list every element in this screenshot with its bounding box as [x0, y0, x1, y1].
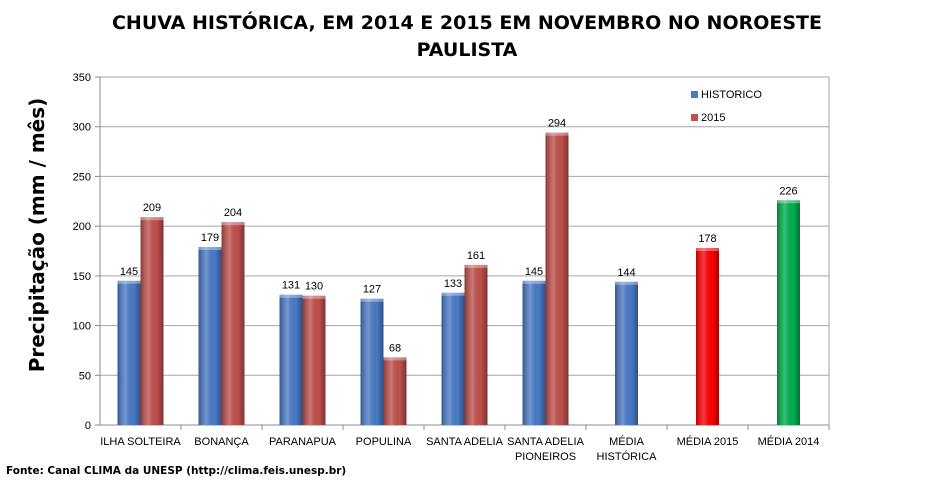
bar-top-highlight — [302, 295, 326, 299]
data-label: 179 — [201, 232, 219, 244]
bar-top-highlight — [198, 247, 222, 251]
bar-top-highlight — [221, 222, 245, 226]
x-category-label: BONANÇA — [194, 436, 249, 448]
bar-top-highlight — [522, 280, 546, 284]
bar-top-highlight — [279, 294, 303, 298]
data-label: 161 — [467, 250, 485, 262]
x-category-label: MÉDIA 2015 — [677, 435, 739, 448]
bar-shading — [221, 222, 245, 425]
bar-top-highlight — [140, 217, 164, 221]
bar-shading — [522, 280, 546, 425]
bar-shading — [545, 132, 569, 425]
bar-top-highlight — [545, 132, 569, 136]
x-category-label: SANTA ADELIA — [426, 436, 503, 448]
data-label: 178 — [698, 233, 716, 245]
y-tick-label: 350 — [73, 72, 91, 84]
x-category-label: ILHA SOLTEIRA — [100, 436, 181, 448]
bar-shading — [140, 217, 164, 425]
legend-label: 2015 — [701, 112, 725, 124]
y-tick-label: 150 — [73, 271, 91, 283]
bar-top-highlight — [441, 292, 465, 296]
data-label: 209 — [143, 202, 161, 214]
y-tick-label: 0 — [85, 420, 91, 432]
y-tick-label: 250 — [73, 171, 91, 183]
legend-swatch — [691, 91, 698, 98]
bar-shading — [696, 248, 719, 425]
y-axis-label: Precipitação (mm / mês) — [25, 98, 49, 373]
bar-top-highlight — [117, 280, 141, 284]
chart-title-line-1: CHUVA HISTÓRICA, EM 2014 E 2015 EM NOVEM… — [111, 12, 822, 34]
bar-shading — [198, 247, 222, 425]
data-label: 204 — [224, 207, 242, 219]
data-label: 145 — [525, 266, 543, 278]
x-category-label: MÉDIA 2014 — [758, 435, 820, 448]
bar-shading — [777, 200, 800, 425]
bar-shading — [464, 264, 488, 425]
chart-title-line-2: PAULISTA — [416, 39, 518, 61]
data-label: 133 — [444, 278, 462, 290]
data-label: 68 — [389, 342, 401, 354]
legend-label: HISTORICO — [701, 89, 762, 101]
bar-top-highlight — [777, 200, 800, 204]
x-category-label: SANTA ADELIA — [507, 436, 584, 448]
data-label: 226 — [779, 185, 797, 197]
x-category-label: HISTÓRICA — [597, 450, 658, 463]
y-tick-label: 300 — [73, 122, 91, 134]
x-category-label: MÉDIA — [609, 435, 645, 448]
bar-top-highlight — [383, 357, 407, 361]
bar-shading — [441, 292, 465, 425]
y-tick-label: 200 — [73, 221, 91, 233]
data-label: 130 — [305, 281, 323, 293]
bar-shading — [360, 298, 384, 425]
x-category-label: PIONEIROS — [515, 451, 576, 463]
bar-top-highlight — [464, 264, 488, 268]
bar-shading — [302, 295, 326, 425]
chart-title: CHUVA HISTÓRICA, EM 2014 E 2015 EM NOVEM… — [0, 10, 934, 64]
data-label: 294 — [548, 118, 566, 130]
legend-swatch — [691, 114, 698, 121]
data-label: 127 — [363, 284, 381, 296]
bar-shading — [383, 357, 407, 425]
bar-shading — [615, 281, 638, 425]
data-label: 131 — [282, 280, 300, 292]
source-note: Fonte: Canal CLIMA da UNESP (http://clim… — [6, 465, 347, 477]
bar-shading — [279, 294, 303, 425]
data-label: 145 — [120, 266, 138, 278]
x-category-label: PARANAPUA — [269, 436, 337, 448]
y-tick-label: 100 — [73, 321, 91, 333]
x-category-label: POPULINA — [356, 436, 412, 448]
y-tick-label: 50 — [79, 370, 91, 382]
bar-shading — [117, 280, 141, 425]
bar-top-highlight — [696, 248, 719, 252]
bar-top-highlight — [615, 281, 638, 285]
data-label: 144 — [617, 267, 635, 279]
bar-top-highlight — [360, 298, 384, 302]
